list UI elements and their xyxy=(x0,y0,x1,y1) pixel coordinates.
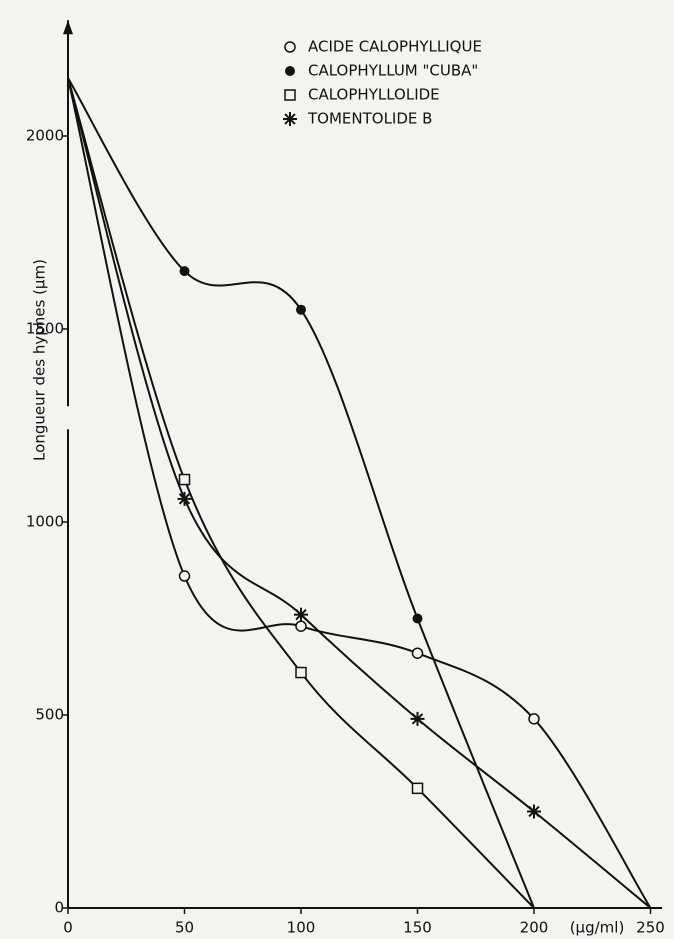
y-tick-label: 500 xyxy=(35,706,64,724)
legend-label: CALOPHYLLUM "CUBA" xyxy=(308,62,478,80)
marker xyxy=(528,713,540,725)
x-tick-label: 250 xyxy=(636,919,665,937)
y-tick-label: 2000 xyxy=(26,127,64,145)
x-tick-label: 150 xyxy=(403,919,432,937)
legend-marker xyxy=(285,66,295,76)
series-line xyxy=(67,77,535,909)
legend-label: ACIDE CALOPHYLLIQUE xyxy=(308,38,482,56)
legend-marker xyxy=(284,41,296,53)
marker xyxy=(296,304,306,315)
marker xyxy=(178,570,191,582)
y-axis-label: Longueur des hyphes (µm) xyxy=(31,259,49,461)
marker xyxy=(411,782,424,795)
legend-label: CALOPHYLLOLIDE xyxy=(308,86,440,104)
marker xyxy=(411,647,424,659)
marker xyxy=(527,804,541,819)
x-tick-label: 0 xyxy=(63,919,73,937)
y-tick-label: 1000 xyxy=(26,513,64,531)
marker xyxy=(178,473,191,486)
x-tick-label: 100 xyxy=(287,919,316,937)
marker xyxy=(295,620,307,632)
x-tick-label: 50 xyxy=(175,919,194,937)
y-tick-label: 1500 xyxy=(26,320,64,338)
y-axis-arrow xyxy=(63,20,73,35)
marker xyxy=(294,607,308,622)
x-axis-label: (µg/ml) xyxy=(570,919,625,937)
series-line xyxy=(67,77,535,909)
marker xyxy=(410,711,425,726)
legend-label: TOMENTOLIDE B xyxy=(307,110,432,128)
legend-marker xyxy=(283,112,297,126)
x-tick-label: 200 xyxy=(520,919,549,937)
marker xyxy=(179,266,190,277)
y-tick-label: 0 xyxy=(54,899,64,917)
marker xyxy=(177,491,192,506)
legend-marker xyxy=(284,89,296,101)
marker xyxy=(295,666,307,679)
marker xyxy=(412,613,423,624)
